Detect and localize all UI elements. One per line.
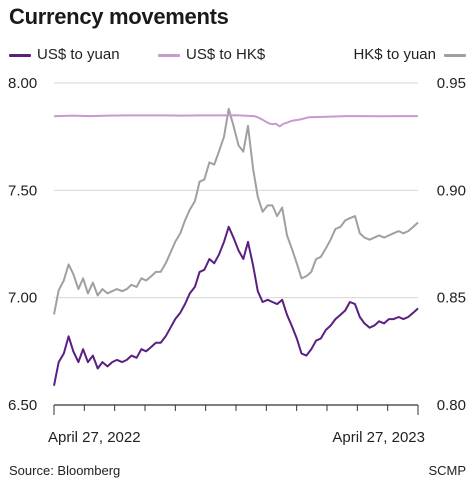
left-axis-tick-label: 6.50 [8, 397, 37, 414]
x-axis-label-end: April 27, 2023 [332, 429, 425, 446]
series-line-us-to-hk [53, 114, 418, 128]
axis-lines [53, 404, 419, 415]
x-axis-label-start: April 27, 2022 [48, 429, 141, 446]
legend-swatch-hkd-yuan [444, 53, 466, 57]
chart-title: Currency movements [9, 4, 229, 29]
legend-item-hkd-yuan: HK$ to yuan [353, 46, 466, 63]
left-axis-tick-label: 7.50 [8, 182, 37, 199]
series-lines [53, 107, 419, 386]
legend-swatch-usd-yuan [9, 53, 31, 57]
series-line-us-to-yuan [53, 225, 419, 386]
legend-item-usd-yuan: US$ to yuan [9, 46, 120, 63]
legend-label-hkd-yuan: HK$ to yuan [353, 46, 436, 63]
right-axis-tick-label: 0.80 [437, 397, 466, 414]
left-axis-tick-label: 7.00 [8, 290, 37, 307]
legend-label-usd-yuan: US$ to yuan [37, 46, 120, 63]
series-line-hk-to-yuan [53, 107, 419, 315]
right-axis-tick-label: 0.90 [437, 182, 466, 199]
right-axis-tick-label: 0.85 [437, 290, 466, 307]
right-axis-tick-label: 0.95 [437, 75, 466, 92]
legend-item-usd-hkd: US$ to HK$ [158, 46, 265, 63]
legend-label-usd-hkd: US$ to HK$ [186, 46, 266, 63]
credit-label: SCMP [428, 463, 466, 478]
left-axis-tick-label: 8.00 [8, 75, 37, 92]
tick-labels: 8.00 7.50 7.00 6.50 0.95 0.90 0.85 0.80 April 27… [8, 75, 466, 446]
source-note: Source: Bloomberg [9, 463, 121, 478]
legend-swatch-usd-hkd [158, 53, 180, 57]
grid-lines [54, 82, 418, 299]
